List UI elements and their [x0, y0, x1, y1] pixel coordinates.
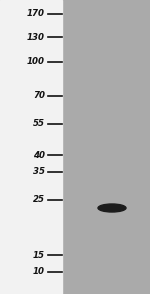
Bar — [0, 0, 62, 294]
Text: 130: 130 — [27, 33, 45, 41]
Ellipse shape — [98, 204, 126, 212]
Text: 25: 25 — [33, 196, 45, 205]
Text: 15: 15 — [33, 250, 45, 260]
Text: 70: 70 — [33, 91, 45, 101]
Text: 10: 10 — [33, 268, 45, 276]
Text: 100: 100 — [27, 58, 45, 66]
Text: 170: 170 — [27, 9, 45, 19]
Text: 40: 40 — [33, 151, 45, 160]
Text: 35: 35 — [33, 168, 45, 176]
Text: 55: 55 — [33, 119, 45, 128]
